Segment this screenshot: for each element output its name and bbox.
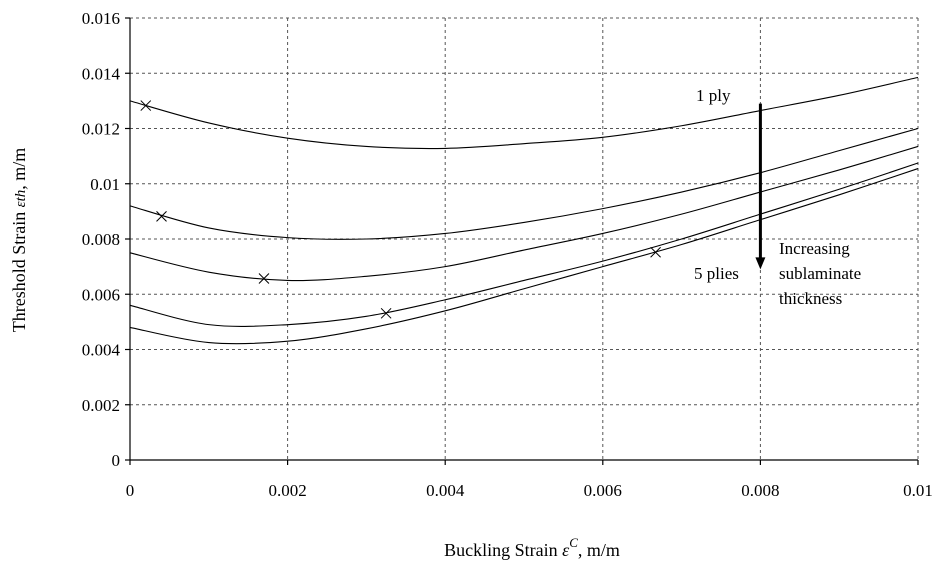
arrow-text-increasing: Increasing [779, 239, 850, 258]
arrow-text-sublaminate: sublaminate [779, 264, 861, 283]
y-tick-label: 0.002 [82, 396, 120, 415]
x-tick-label: 0.01 [903, 481, 933, 500]
y-axis-title-unit: , m/m [9, 148, 29, 190]
x-axis-title-superscript: C [569, 535, 578, 550]
x-tick-label: 0 [126, 481, 135, 500]
y-tick-label: 0 [112, 451, 121, 470]
y-tick-label: 0.012 [82, 120, 120, 139]
tick-labels: 0 0.002 0.004 0.006 0.008 0.01 0 0.002 0.004 0.00… [82, 9, 933, 500]
y-tick-label: 0.01 [90, 175, 120, 194]
x-tick-label: 0.004 [426, 481, 465, 500]
arrow-head [755, 257, 766, 270]
y-tick-label: 0.014 [82, 64, 121, 83]
series-curve-5 [129, 168, 919, 345]
series-curve-3 [129, 145, 919, 282]
series-marker-x-1 [140, 100, 152, 111]
grid-lines [130, 17, 919, 460]
series-marker-x-5 [650, 246, 661, 258]
x-axis-title-symbol: ε [562, 540, 570, 560]
series-markers [140, 100, 661, 319]
series-marker-x-3 [258, 273, 270, 284]
x-tick-label: 0.002 [268, 481, 306, 500]
y-axis-title-text: Threshold Strain [9, 212, 29, 332]
series-marker-x-4 [380, 307, 392, 319]
x-axis-title: Buckling Strain εC, m/m [444, 535, 620, 560]
x-axis-title-unit: , m/m [578, 540, 620, 560]
series-curve-4 [129, 162, 919, 327]
y-axis-title-symbol: εth [13, 190, 29, 208]
x-axis-title-text: Buckling Strain [444, 540, 558, 560]
arrow-text-thickness: thickness [779, 289, 842, 308]
y-axis-title: Threshold Strain εth, m/m [9, 148, 29, 333]
x-tick-label: 0.008 [741, 481, 779, 500]
y-tick-label: 0.006 [82, 285, 120, 304]
series-curve-2 [129, 127, 919, 240]
y-tick-label: 0.008 [82, 230, 120, 249]
series-curve-1 [129, 76, 919, 150]
y-tick-label: 0.016 [82, 9, 120, 28]
label-1-ply: 1 ply [696, 86, 731, 105]
series-marker-x-2 [156, 210, 167, 222]
y-tick-label: 0.004 [82, 341, 121, 360]
annotations: 1 ply 5 plies Increasing sublaminate thi… [694, 86, 861, 308]
label-5-plies: 5 plies [694, 264, 739, 283]
x-tick-label: 0.006 [584, 481, 622, 500]
